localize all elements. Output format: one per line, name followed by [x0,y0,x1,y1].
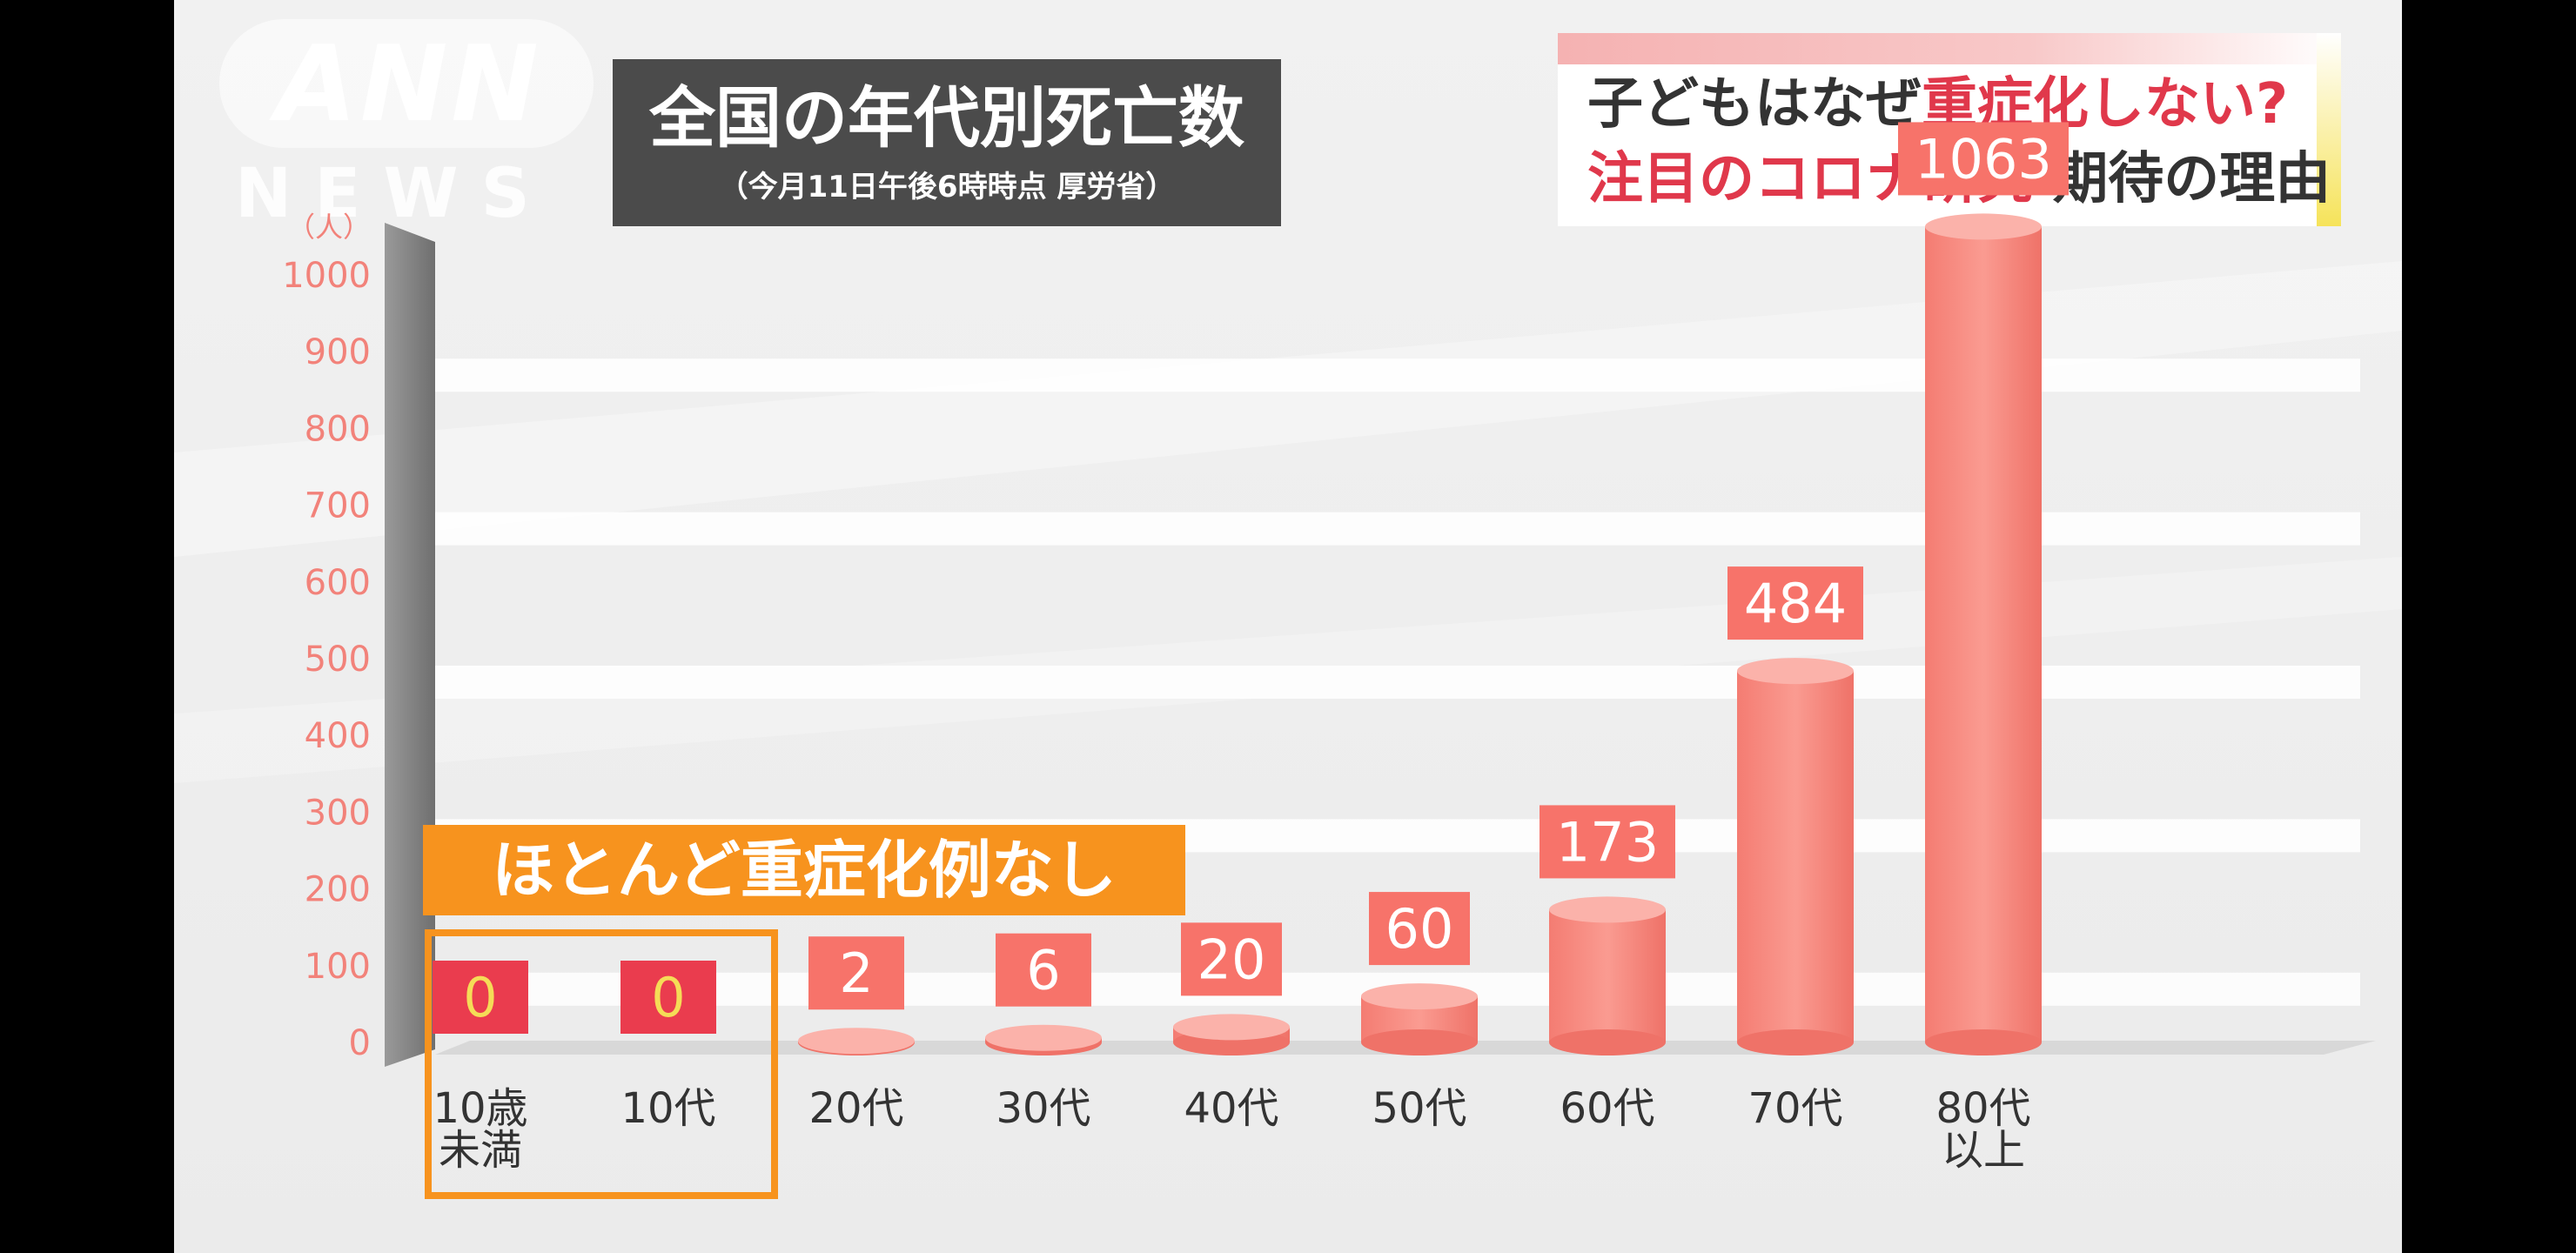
topic-line-2-dark: 期待の理由 [2033,147,2331,211]
value-label: 0 [463,966,497,1029]
bar-body [1549,909,1666,1042]
topic-stripe [1558,33,2341,64]
value-label: 173 [1556,810,1659,874]
y-unit-label: （人） [287,211,371,244]
bar-bottom [1925,1029,2042,1055]
topic-line-1-dark: 子どもはなぜ [1587,72,1922,137]
y-tick-label: 100 [305,947,371,987]
x-tick-label: 20代 [808,1084,903,1133]
value-label-box [433,961,528,1034]
value-label-box [621,961,716,1034]
bar-top [1361,983,1478,1010]
y-tick-label: 200 [305,870,371,910]
bar-bottom [1361,1029,1478,1055]
news-logo-text: NEWS [235,155,553,233]
x-tick-label: 40代 [1184,1084,1278,1133]
y-tick-label: 300 [305,793,371,833]
x-tick-label: 未満 [439,1126,522,1175]
y-tick-label: 0 [349,1023,371,1063]
value-label: 20 [1197,928,1266,991]
value-label: 2 [839,941,873,1005]
chart-title-box: 全国の年代別死亡数 （今月11日午後6時時点 厚労省） [613,59,1281,226]
bar [1361,983,1478,1055]
ann-logo-text: ANN [276,24,542,145]
y-tick-label: 600 [305,563,371,603]
bar [1737,658,1854,1055]
x-tick-label: 80代 [1935,1084,2030,1133]
value-label-box [1898,122,2069,196]
bar-bottom [1737,1029,1854,1055]
value-label: 0 [651,966,685,1029]
bar-body [1737,671,1854,1042]
y-tick-label: 700 [305,486,371,526]
y-tick-label: 800 [305,409,371,449]
nearly-no-severe-cases-banner: ほとんど重症化例なし [423,825,1185,915]
axis-wall [385,223,435,1067]
bar-top [985,1024,1102,1051]
x-tick-label: 70代 [1748,1084,1842,1133]
broadcast-frame: ANN NEWS 全国の年代別死亡数 （今月11日午後6時時点 厚労省） 子ども… [174,0,2402,1253]
under-20-highlight-frame [425,929,778,1199]
grid-band [433,666,2360,699]
chart-title: 全国の年代別死亡数 [649,79,1244,157]
y-tick-label: 500 [305,640,371,680]
x-tick-label: 10歳 [433,1084,527,1133]
x-tick-label: 50代 [1372,1084,1466,1133]
bar-top [1925,213,2042,240]
bar-bottom [1549,1029,1666,1055]
topic-accent [2317,33,2341,226]
y-tick-label: 1000 [282,256,371,296]
value-label-layer: 0 0 2 6 20 60 173 484 1063 [433,122,2069,1034]
value-label: 60 [1385,897,1454,961]
grid-band [433,512,2360,546]
value-label-box [1727,566,1863,640]
chart-subtitle: （今月11日午後6時時点 厚労省） [718,170,1176,204]
bar [1173,1014,1290,1055]
x-tick-label: 60代 [1560,1084,1654,1133]
x-tick-label: 以上 [1942,1126,2025,1175]
bar-top [798,1028,915,1055]
bar [1925,213,2042,1055]
bar-layer [798,213,2042,1055]
ann-logo [219,19,594,148]
bar-body [1925,226,2042,1043]
x-tick-label: 30代 [996,1084,1090,1133]
value-label: 6 [1026,939,1060,1002]
y-tick-label: 900 [305,332,371,372]
bar-top [1549,896,1666,923]
value-label: 484 [1744,572,1847,635]
bar [985,1024,1102,1055]
value-label: 1063 [1915,127,2052,191]
x-tick-label: 10代 [621,1084,715,1133]
bar [798,1028,915,1055]
bar-top [1173,1014,1290,1041]
y-tick-label: 400 [305,716,371,756]
bar [1549,896,1666,1055]
value-label-box [808,936,904,1010]
y-axis-wall [385,223,435,1067]
value-label-box [996,933,1091,1007]
grid-band [433,358,2360,392]
bar-top [1737,658,1854,685]
value-label-box [1181,922,1282,996]
value-label-box [1540,805,1675,879]
value-label-box [1369,892,1470,966]
tick-layer: 01002003004005006007008009001000（人）10歳未満… [282,211,2030,1175]
